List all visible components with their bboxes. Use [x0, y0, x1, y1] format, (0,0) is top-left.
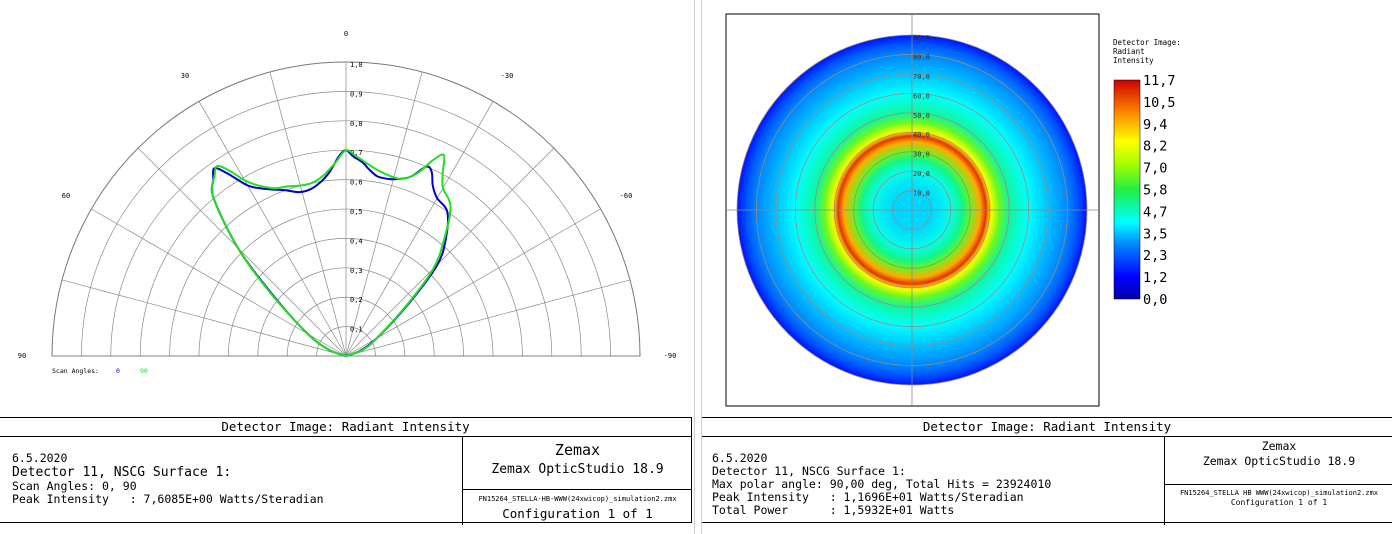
right-footer: Detector Image: Radiant Intensity 6.5.20… [702, 417, 1392, 525]
colorbar-title: Detector Image: [1113, 38, 1181, 47]
left-footer-date: 6.5.2020 [12, 451, 68, 465]
right-footer-polar: Max polar angle: 90,00 deg, Total Hits =… [712, 477, 1052, 491]
radial-tick-label: 0,2 [350, 296, 363, 304]
right-footer-brand-box: Zemax Zemax OpticStudio 18.9 FN15264_STE… [1164, 437, 1392, 525]
detector-heatmap: 10,0 20,0 30,0 40,0 50,0 60,0 70,0 80,0 90,0 Dete… [725, 13, 1181, 407]
radial-tick-label: 1,0 [350, 61, 363, 69]
right-plot-window: 10,0 20,0 30,0 40,0 50,0 60,0 70,0 80,0 90,0 Dete… [702, 0, 1392, 534]
colorbar-tick-label: 5,8 [1143, 183, 1167, 199]
radial-tick-label: 0,8 [350, 120, 363, 128]
ring-label: 70,0 [913, 73, 930, 81]
colorbar-tick-label: 4,7 [1143, 204, 1167, 220]
left-footer-product: Zemax OpticStudio 18.9 [491, 462, 664, 477]
polar-spoke [61, 279, 347, 357]
right-footer-date: 6.5.2020 [712, 451, 768, 465]
angle-label-right: -90 [664, 352, 677, 360]
ring-label: 30,0 [913, 151, 930, 159]
colorbar-tick-label: 0,0 [1143, 292, 1167, 308]
colorbar-tick-label: 9,4 [1143, 117, 1167, 133]
ring-label: 90,0 [913, 34, 930, 42]
polar-spoke [345, 101, 494, 357]
right-footer-product: Zemax OpticStudio 18.9 [1202, 454, 1356, 468]
series-line-90 [211, 149, 452, 357]
angle-label-top: 0 [344, 30, 348, 38]
left-footer-file-box: FN15264_STELLA-HB-WWW(24xwicop)_simulati… [462, 489, 692, 525]
polar-plot: 0,1 0,2 0,3 0,4 0,5 0,6 0,7 0,8 0,9 1,0 0 30 -30 60 -6… [18, 30, 677, 375]
radial-tick-label: 0,5 [350, 208, 363, 216]
right-footer-power: Total Power : 1,5932E+01 Watts [712, 503, 955, 517]
ring-label: 50,0 [913, 112, 930, 120]
colorbar-tick-label: 7,0 [1143, 161, 1167, 177]
angle-label-left: 90 [18, 352, 26, 360]
ring-label: 10,0 [913, 190, 930, 198]
polar-spoke [345, 208, 601, 357]
polar-spoke [137, 147, 347, 357]
colorbar-title: Radiant [1113, 47, 1145, 56]
left-footer-config: Configuration 1 of 1 [502, 506, 653, 521]
right-footer-title: Detector Image: Radiant Intensity [702, 418, 1392, 437]
colorbar-tick-label: 3,5 [1143, 226, 1167, 242]
polar-spoke [91, 208, 347, 357]
colorbar-tick-label: 2,3 [1143, 248, 1167, 264]
right-footer-detector: Detector 11, NSCG Surface 1: [712, 464, 906, 478]
angle-label-upper-right: -30 [501, 72, 514, 80]
right-footer-brand: Zemax [1261, 439, 1297, 453]
left-plot-window: 0,1 0,2 0,3 0,4 0,5 0,6 0,7 0,8 0,9 1,0 0 30 -30 60 -6… [0, 0, 694, 534]
colorbar-tick-label: 11,7 [1143, 73, 1176, 89]
legend-label: Scan Angles: [52, 367, 99, 375]
polar-spoke [198, 101, 347, 357]
colorbar-tick-label: 10,5 [1143, 95, 1176, 111]
colorbar-tick-label: 1,2 [1143, 270, 1167, 286]
polar-outer-arc [51, 61, 641, 357]
left-footer-file: FN15264_STELLA-HB-WWW(24xwicop)_simulati… [478, 495, 677, 503]
ring-label: 40,0 [913, 131, 930, 139]
left-footer: Detector Image: Radiant Intensity 6.5.20… [0, 417, 692, 525]
radial-tick-label: 0,4 [350, 237, 363, 245]
angle-label-mid-left: 60 [62, 192, 70, 200]
legend-entry-0: 0 [116, 367, 120, 375]
left-footer-brand-box: Zemax Zemax OpticStudio 18.9 FN15264_STE… [462, 437, 692, 525]
pane-divider[interactable] [694, 0, 702, 534]
radial-tick-label: 0,1 [350, 326, 363, 334]
left-footer-detector: Detector 11, NSCG Surface 1: [12, 465, 232, 480]
radial-tick-label: 0,3 [350, 267, 363, 275]
left-footer-brand: Zemax [554, 441, 601, 459]
polar-spoke [345, 279, 631, 357]
angle-label-upper-left: 30 [181, 72, 189, 80]
right-footer-config: Configuration 1 of 1 [1230, 498, 1328, 507]
polar-spoke [345, 147, 555, 357]
radial-tick-label: 0,7 [350, 149, 363, 157]
angle-label-mid-right: -60 [620, 192, 633, 200]
colorbar-tick-label: 8,2 [1143, 139, 1167, 155]
left-footer-scan-angles: Scan Angles: 0, 90 [12, 479, 137, 493]
ring-label: 20,0 [913, 170, 930, 178]
polar-spoke [269, 71, 347, 357]
right-footer-file-box: FN15264_STELLA HB WWW(24xwicop)_simulati… [1164, 484, 1392, 525]
legend-entry-90: 90 [140, 367, 148, 375]
radial-tick-label: 0,6 [350, 179, 363, 187]
radial-tick-label: 0,9 [350, 90, 363, 98]
colorbar [1113, 79, 1141, 300]
left-footer-title: Detector Image: Radiant Intensity [0, 418, 691, 437]
left-footer-peak: Peak Intensity : 7,6085E+00 Watts/Sterad… [12, 492, 324, 506]
polar-spoke [345, 71, 423, 357]
right-footer-peak: Peak Intensity : 1,1696E+01 Watts/Sterad… [712, 490, 1024, 504]
right-footer-file: FN15264_STELLA HB WWW(24xwicop)_simulati… [1179, 489, 1379, 497]
polar-grid [51, 61, 641, 357]
ring-label: 60,0 [913, 92, 930, 100]
ring-label: 80,0 [913, 53, 930, 61]
colorbar-title: Intensity [1113, 56, 1154, 65]
